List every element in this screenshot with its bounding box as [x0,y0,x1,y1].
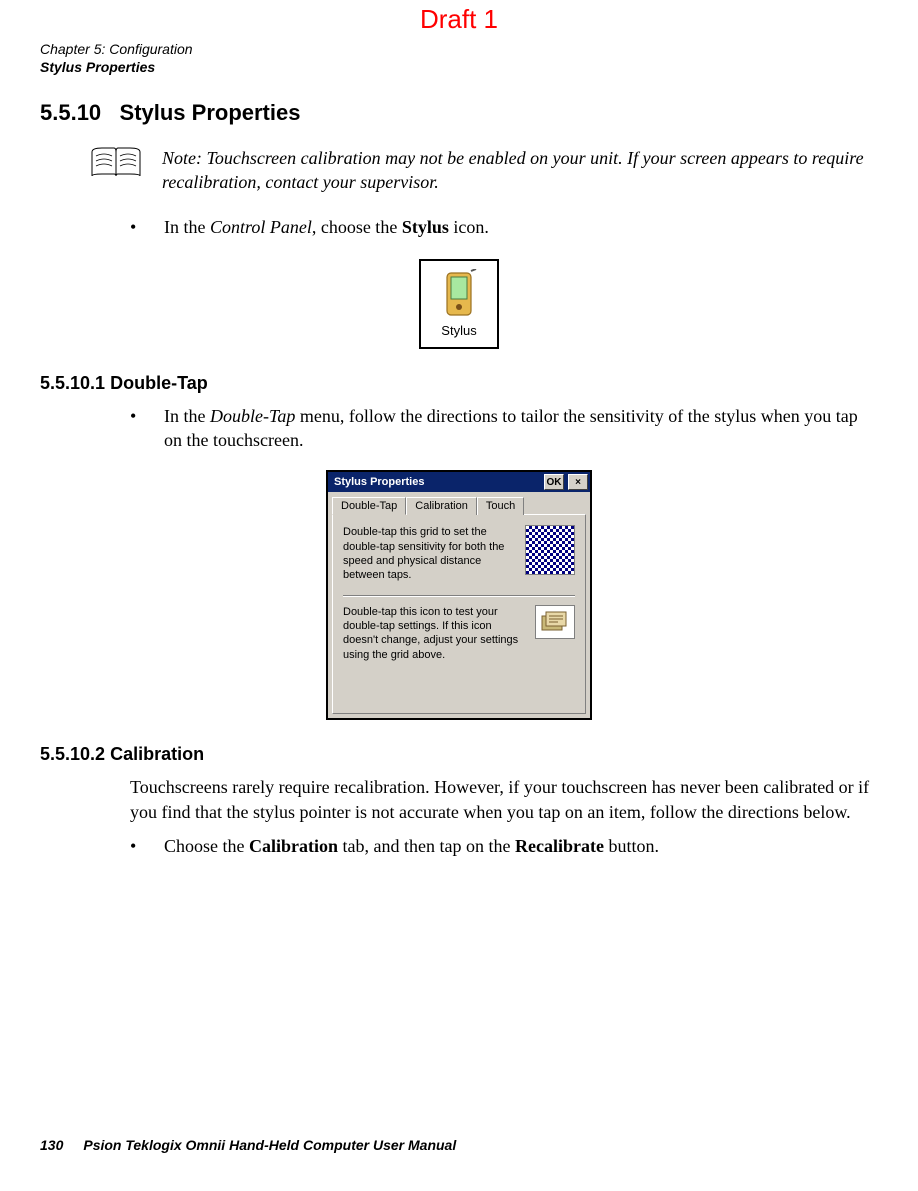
bullet-text: , choose the [312,217,402,237]
tab-double-tap[interactable]: Double-Tap [332,497,406,515]
dialog-tabs: Double-Tap Calibration Touch [328,492,590,514]
bullet-bold: Calibration [249,836,338,856]
stylus-properties-dialog: Stylus Properties OK × Double-Tap Calibr… [326,470,592,720]
test-instruction-text: Double-tap this icon to test your double… [343,605,525,662]
bullet-text: tab, and then tap on the [338,836,515,856]
footer-text: Psion Teklogix Omnii Hand-Held Computer … [83,1137,456,1153]
page-footer: 130 Psion Teklogix Omnii Hand-Held Comput… [40,1137,456,1153]
ok-button[interactable]: OK [544,474,564,490]
header-chapter: Chapter 5: Configuration [40,40,193,58]
dialog-title-text: Stylus Properties [334,476,540,488]
bullet-text: button. [604,836,659,856]
note-block: Note: Touchscreen calibration may not be… [90,146,878,195]
test-icon-glyph [540,610,570,634]
stylus-icon-label: Stylus [441,323,476,338]
bullet-text: In the [164,406,210,426]
bullet-text: In the [164,217,210,237]
bullet-bold: Recalibrate [515,836,604,856]
calibration-paragraph: Touchscreens rarely require recalibratio… [130,775,878,824]
bullet-marker: • [130,834,164,858]
divider [343,595,575,597]
bullet-calibration: • Choose the Calibration tab, and then t… [130,834,878,858]
book-icon [90,146,142,182]
bullet-text: Choose the [164,836,249,856]
header-section: Stylus Properties [40,58,193,76]
dialog-titlebar: Stylus Properties OK × [328,472,590,492]
subsection-title: Calibration [110,744,204,764]
bullet-marker: • [130,215,164,239]
bullet-ital: Double-Tap [210,406,295,426]
bullet-bold: Stylus [402,217,449,237]
bullet-double-tap: • In the Double-Tap menu, follow the dir… [130,404,878,453]
draft-watermark: Draft 1 [420,4,498,35]
bullet-text: icon. [449,217,489,237]
bullet-ital: Control Panel [210,217,312,237]
tab-touch[interactable]: Touch [477,497,524,515]
note-label: Note: [162,148,202,168]
close-button[interactable]: × [568,474,588,490]
note-text: Note: Touchscreen calibration may not be… [162,146,878,195]
section-heading-5-5-10: 5.5.10 Stylus Properties [40,100,878,126]
section-heading-5-5-10-1: 5.5.10.1 Double-Tap [40,373,878,394]
subsection-number: 5.5.10.1 [40,373,105,393]
note-body: Touchscreen calibration may not be enabl… [162,148,864,192]
tab-calibration[interactable]: Calibration [406,497,477,515]
page-number: 130 [40,1137,63,1153]
grid-instruction-text: Double-tap this grid to set the double-t… [343,525,515,582]
section-heading-5-5-10-2: 5.5.10.2 Calibration [40,744,878,765]
bullet-marker: • [130,404,164,453]
double-tap-test-icon[interactable] [535,605,575,639]
pda-icon [441,269,477,319]
section-number: 5.5.10 [40,100,101,125]
dialog-panel: Double-tap this grid to set the double-t… [332,514,586,714]
subsection-number: 5.5.10.2 [40,744,105,764]
stylus-control-panel-icon[interactable]: Stylus [419,259,499,349]
subsection-title: Double-Tap [110,373,208,393]
section-title: Stylus Properties [120,100,301,125]
double-tap-grid[interactable] [525,525,575,575]
bullet-control-panel: • In the Control Panel, choose the Stylu… [130,215,878,239]
running-header: Chapter 5: Configuration Stylus Properti… [40,40,193,76]
